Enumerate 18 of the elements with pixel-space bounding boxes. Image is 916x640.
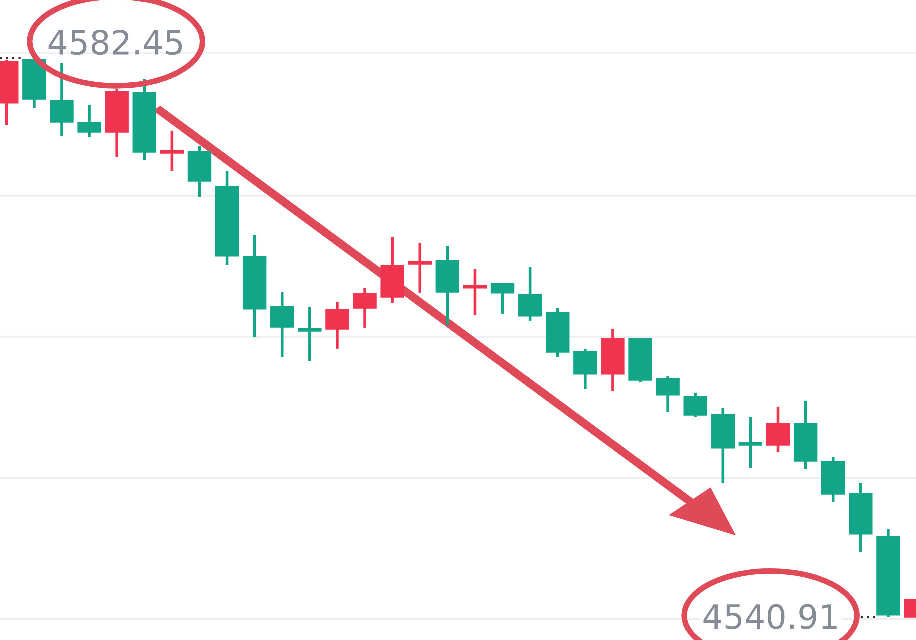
candlestick [518, 266, 542, 322]
annotation: 4582.45 [48, 30, 182, 56]
candlestick [463, 268, 488, 316]
candlestick [270, 290, 294, 358]
candlestick [684, 392, 708, 418]
candlestick [656, 374, 680, 414]
candlestick [738, 416, 763, 470]
candlestick [50, 62, 74, 138]
candlestick [326, 300, 350, 350]
candlestick [353, 286, 377, 330]
annotation: 4540.91 [704, 604, 837, 630]
candlestick [408, 242, 432, 294]
candlestick [298, 306, 322, 362]
candlestick [574, 348, 598, 390]
candlestick [490, 282, 515, 316]
candlestick [160, 130, 184, 172]
candlestick [766, 406, 790, 454]
candlestick [78, 104, 102, 138]
